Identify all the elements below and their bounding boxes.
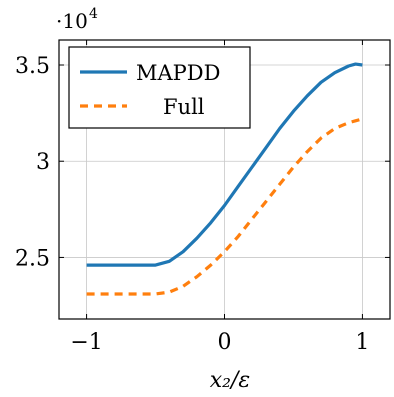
legend-label-full: Full [163, 95, 205, 119]
legend-box [68, 46, 251, 129]
x-tick-label: −1 [70, 330, 102, 355]
y-tick-label: 2.5 [15, 246, 50, 271]
x-tick-label: 0 [218, 330, 232, 355]
y-multiplier: ·10 4 [56, 6, 98, 33]
legend-label-mapdd: MAPDD [136, 61, 220, 85]
axis-ticks: −1 0 1 2.5 3 3.5 [15, 40, 390, 355]
y-multiplier-exponent: 4 [89, 6, 98, 22]
y-tick-label: 3.5 [15, 54, 50, 79]
series-lines [86, 62, 363, 296]
x-axis-label: x₂/ε [210, 368, 250, 393]
series-line-full [86, 117, 363, 296]
x-tick-label: 1 [355, 330, 369, 355]
y-multiplier-base: ·10 [56, 9, 88, 33]
series-line-mapdd [86, 62, 363, 267]
legend: MAPDD Full [68, 46, 251, 129]
y-tick-label: 3 [36, 150, 50, 175]
